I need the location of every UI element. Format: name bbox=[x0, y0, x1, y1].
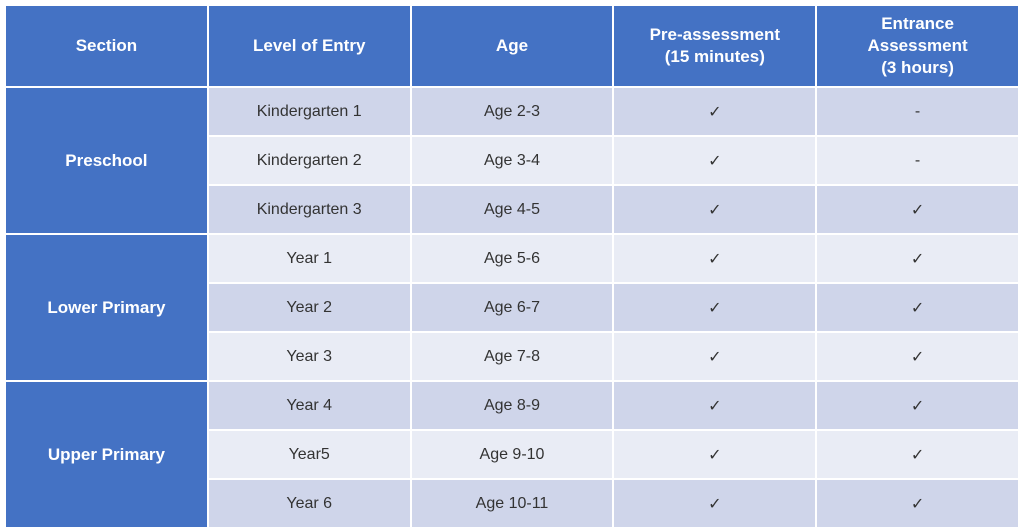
cell-entrance: ✓ bbox=[816, 381, 1019, 430]
cell-pre: ✓ bbox=[613, 430, 816, 479]
col-pre: Pre-assessment(15 minutes) bbox=[613, 5, 816, 87]
cell-entrance: ✓ bbox=[816, 185, 1019, 234]
cell-level: Kindergarten 2 bbox=[208, 136, 411, 185]
col-level: Level of Entry bbox=[208, 5, 411, 87]
cell-pre: ✓ bbox=[613, 332, 816, 381]
col-age: Age bbox=[411, 5, 614, 87]
cell-pre: ✓ bbox=[613, 479, 816, 528]
cell-level: Kindergarten 3 bbox=[208, 185, 411, 234]
cell-age: Age 6-7 bbox=[411, 283, 614, 332]
cell-entrance: ✓ bbox=[816, 479, 1019, 528]
section-preschool: Preschool bbox=[5, 87, 208, 234]
cell-age: Age 7-8 bbox=[411, 332, 614, 381]
cell-entrance: ✓ bbox=[816, 430, 1019, 479]
assessment-table: Section Level of Entry Age Pre-assessmen… bbox=[4, 4, 1020, 529]
cell-age: Age 9-10 bbox=[411, 430, 614, 479]
cell-entrance: - bbox=[816, 136, 1019, 185]
section-lower-primary: Lower Primary bbox=[5, 234, 208, 381]
cell-age: Age 4-5 bbox=[411, 185, 614, 234]
cell-age: Age 3-4 bbox=[411, 136, 614, 185]
cell-pre: ✓ bbox=[613, 185, 816, 234]
section-upper-primary: Upper Primary bbox=[5, 381, 208, 528]
cell-level: Year5 bbox=[208, 430, 411, 479]
cell-pre: ✓ bbox=[613, 87, 816, 136]
cell-pre: ✓ bbox=[613, 234, 816, 283]
cell-entrance: ✓ bbox=[816, 283, 1019, 332]
cell-age: Age 5-6 bbox=[411, 234, 614, 283]
cell-age: Age 8-9 bbox=[411, 381, 614, 430]
header-row: Section Level of Entry Age Pre-assessmen… bbox=[5, 5, 1019, 87]
assessment-table-wrap: Section Level of Entry Age Pre-assessmen… bbox=[0, 0, 1024, 531]
col-entrance: EntranceAssessment(3 hours) bbox=[816, 5, 1019, 87]
cell-entrance: ✓ bbox=[816, 332, 1019, 381]
cell-pre: ✓ bbox=[613, 136, 816, 185]
table-row: Upper Primary Year 4 Age 8-9 ✓ ✓ bbox=[5, 381, 1019, 430]
cell-level: Year 1 bbox=[208, 234, 411, 283]
cell-entrance: - bbox=[816, 87, 1019, 136]
cell-level: Year 3 bbox=[208, 332, 411, 381]
table-row: Preschool Kindergarten 1 Age 2-3 ✓ - bbox=[5, 87, 1019, 136]
col-section: Section bbox=[5, 5, 208, 87]
cell-pre: ✓ bbox=[613, 381, 816, 430]
cell-entrance: ✓ bbox=[816, 234, 1019, 283]
cell-level: Kindergarten 1 bbox=[208, 87, 411, 136]
cell-age: Age 2-3 bbox=[411, 87, 614, 136]
table-row: Lower Primary Year 1 Age 5-6 ✓ ✓ bbox=[5, 234, 1019, 283]
cell-level: Year 2 bbox=[208, 283, 411, 332]
cell-age: Age 10-11 bbox=[411, 479, 614, 528]
cell-level: Year 4 bbox=[208, 381, 411, 430]
cell-pre: ✓ bbox=[613, 283, 816, 332]
cell-level: Year 6 bbox=[208, 479, 411, 528]
